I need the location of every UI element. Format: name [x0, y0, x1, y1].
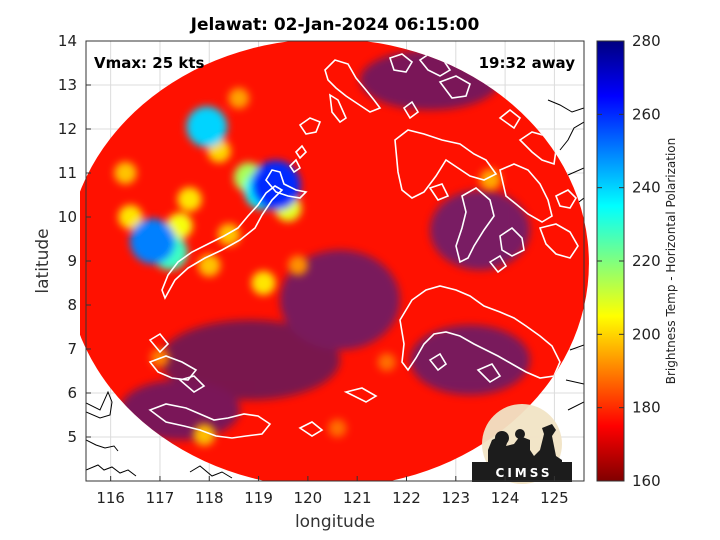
x-tick-label: 117 [146, 489, 175, 507]
x-axis-label: longitude [295, 512, 375, 532]
y-tick-label: 10 [58, 208, 77, 226]
colorbar-tick-label: 160 [632, 472, 661, 490]
colorbar-ticks: 160 180 200 220 240 260 280 [597, 32, 661, 490]
x-tick-label: 124 [491, 489, 520, 507]
y-tick-label: 13 [58, 76, 77, 94]
colorbar-tick-label: 180 [632, 399, 661, 417]
y-tick-label: 8 [67, 296, 77, 314]
logo-banner [472, 462, 572, 482]
logo-dish-right [515, 429, 525, 439]
x-tick-label: 121 [343, 489, 372, 507]
anomaly-point [118, 204, 143, 230]
y-tick-label: 11 [58, 164, 77, 182]
cimss-logo: CIMSS [472, 404, 572, 484]
y-tick-label: 12 [58, 120, 77, 138]
anomaly-point [217, 223, 241, 246]
anomaly-point [186, 106, 228, 148]
anomaly-point [288, 255, 308, 276]
anomaly-point [129, 218, 176, 264]
x-tick-label: 122 [392, 489, 421, 507]
y-axis-label: latitude [33, 228, 53, 293]
anomaly-point [377, 353, 396, 372]
anomaly-point [328, 419, 347, 438]
colorbar-label: Brightness Temp - Horizontal Polarizatio… [664, 138, 678, 385]
anomaly-point [177, 187, 202, 212]
anomaly-point [228, 87, 250, 109]
anomaly-point [114, 161, 137, 185]
x-tick-label: 125 [540, 489, 569, 507]
x-tick-label: 123 [441, 489, 470, 507]
x-tick-label: 119 [244, 489, 273, 507]
x-axis-ticks: 116 117 118 119 120 121 122 123 124 125 [96, 476, 569, 507]
logo-text: CIMSS [496, 466, 553, 480]
colorbar-tick-label: 280 [632, 32, 661, 50]
logo-silhouette [488, 424, 562, 472]
colorbar-tick-label: 260 [632, 105, 661, 123]
colorbar-tick-label: 220 [632, 252, 661, 270]
y-tick-label: 6 [67, 384, 77, 402]
x-tick-label: 116 [96, 489, 125, 507]
anomaly-point [251, 160, 301, 211]
logo-dish-left [495, 431, 509, 445]
y-tick-label: 7 [67, 340, 77, 358]
time-away-annotation: 19:32 away [479, 54, 576, 72]
y-tick-label: 9 [67, 252, 77, 270]
x-tick-label: 118 [195, 489, 224, 507]
x-tick-label: 120 [294, 489, 323, 507]
anomaly-point [198, 254, 221, 277]
y-tick-label: 14 [58, 32, 77, 50]
y-axis-ticks: 5 6 7 8 9 10 11 12 13 14 [58, 32, 91, 446]
colorbar-tick-label: 200 [632, 325, 661, 343]
anomaly-point [251, 270, 276, 296]
colorbar-tick-label: 240 [632, 179, 661, 197]
vmax-annotation: Vmax: 25 kts [94, 54, 204, 72]
chart-title: Jelawat: 02-Jan-2024 06:15:00 [190, 15, 480, 35]
y-tick-label: 5 [67, 428, 77, 446]
